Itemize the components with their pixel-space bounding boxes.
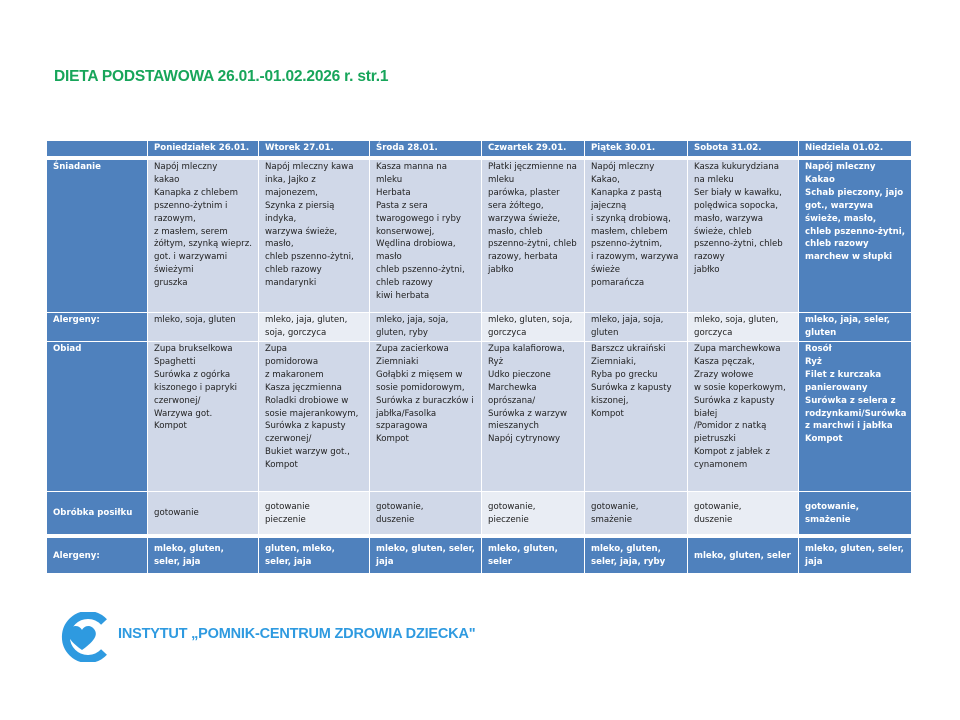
menu-cell: mleko, soja, gluten, gorczyca [687,312,799,342]
menu-cell: Napój mleczny kakao Kanapka z chlebem ps… [147,159,259,313]
menu-cell: mleko, gluten, soja, gorczyca [481,312,585,342]
menu-cell: gluten, mleko, seler, jaja [258,537,370,574]
menu-cell: mleko, jaja, gluten, soja, gorczyca [258,312,370,342]
menu-cell: gotowanie, smażenie [798,491,912,535]
row-label: Śniadanie [46,159,148,313]
heart-logo-icon [61,611,107,663]
day-header: Poniedziałek 26.01. [147,140,259,157]
menu-cell: gotowanie, duszenie [369,491,482,535]
menu-cell: Napój mleczny Kakao, Kanapka z pastą jaj… [584,159,688,313]
day-header: Czwartek 29.01. [481,140,585,157]
menu-cell: mleko, gluten, seler [481,537,585,574]
diet-table: Poniedziałek 26.01. Wtorek 27.01. Środa 28… [46,140,912,574]
menu-cell: Zupa kalafiorowa, Ryż Udko pieczone Marc… [481,341,585,492]
logo-text: INSTYTUT „POMNIK-CENTRUM ZDROWIA DZIECKA… [118,626,476,642]
menu-cell: mleko, gluten, seler, jaja [798,537,912,574]
menu-cell: gotowanie, smażenie [584,491,688,535]
menu-cell: mleko, gluten, seler, jaja, ryby [584,537,688,574]
menu-cell: Zupa brukselkowa Spaghetti Surówka z ogó… [147,341,259,492]
menu-cell: gotowanie, pieczenie [481,491,585,535]
day-header: Sobota 31.02. [687,140,799,157]
menu-cell: Płatki jęczmienne na mleku parówka, plas… [481,159,585,313]
header-corner [46,140,148,157]
menu-cell: mleko, gluten, seler, jaja [369,537,482,574]
day-header: Niedziela 01.02. [798,140,912,157]
page-title: DIETA PODSTAWOWA 26.01.-01.02.2026 r. st… [54,68,389,85]
menu-cell: Zupa pomidorowa z makaronem Kasza jęczmi… [258,341,370,492]
row-gap [46,534,912,538]
row-gap [46,156,912,160]
row-label: Obróbka posiłku [46,491,148,535]
row-label: Alergeny: [46,312,148,342]
day-header: Środa 28.01. [369,140,482,157]
menu-cell: mleko, soja, gluten [147,312,259,342]
menu-cell: Zupa zacierkowa Ziemniaki Gołąbki z mięs… [369,341,482,492]
menu-cell: Kasza kukurydziana na mleku Ser biały w … [687,159,799,313]
gap-cell [46,534,912,538]
menu-cell: mleko, gluten, seler [687,537,799,574]
institute-logo: INSTYTUT „POMNIK-CENTRUM ZDROWIA DZIECKA… [54,611,476,663]
row-label: Obiad [46,341,148,492]
menu-cell: Napój mleczny Kakao Schab pieczony, jajo… [798,159,912,313]
menu-cell: Zupa marchewkowa Kasza pęczak, Zrazy woł… [687,341,799,492]
menu-cell: mleko, jaja, soja, gluten, ryby [369,312,482,342]
table-row-allergens1: Alergeny: mleko, soja, gluten mleko, jaja,… [46,312,912,342]
menu-cell: Rosół Ryż Filet z kurczaka panierowany S… [798,341,912,492]
day-header: Piątek 30.01. [584,140,688,157]
table-row-lunch: Obiad Zupa brukselkowa Spaghetti Surówka … [46,341,912,492]
menu-cell: Kasza manna na mleku Herbata Pasta z ser… [369,159,482,313]
menu-cell: mleko, gluten, seler, jaja [147,537,259,574]
table-row-breakfast: Śniadanie Napój mleczny kakao Kanapka z c… [46,159,912,313]
menu-cell: Barszcz ukraiński Ziemniaki, Ryba po gre… [584,341,688,492]
menu-cell: Napój mleczny kawa inka, Jajko z majonez… [258,159,370,313]
row-label: Alergeny: [46,537,148,574]
header-row: Poniedziałek 26.01. Wtorek 27.01. Środa 28… [46,140,912,157]
menu-cell: mleko, jaja, seler, gluten [798,312,912,342]
table-row-processing: Obróbka posiłku gotowanie gotowanie piecze… [46,491,912,535]
table-row-allergens2: Alergeny: mleko, gluten, seler, jaja glute… [46,537,912,574]
menu-cell: gotowanie, duszenie [687,491,799,535]
menu-cell: gotowanie [147,491,259,535]
gap-cell [46,156,912,160]
menu-cell: gotowanie pieczenie [258,491,370,535]
menu-cell: mleko, jaja, soja, gluten [584,312,688,342]
day-header: Wtorek 27.01. [258,140,370,157]
